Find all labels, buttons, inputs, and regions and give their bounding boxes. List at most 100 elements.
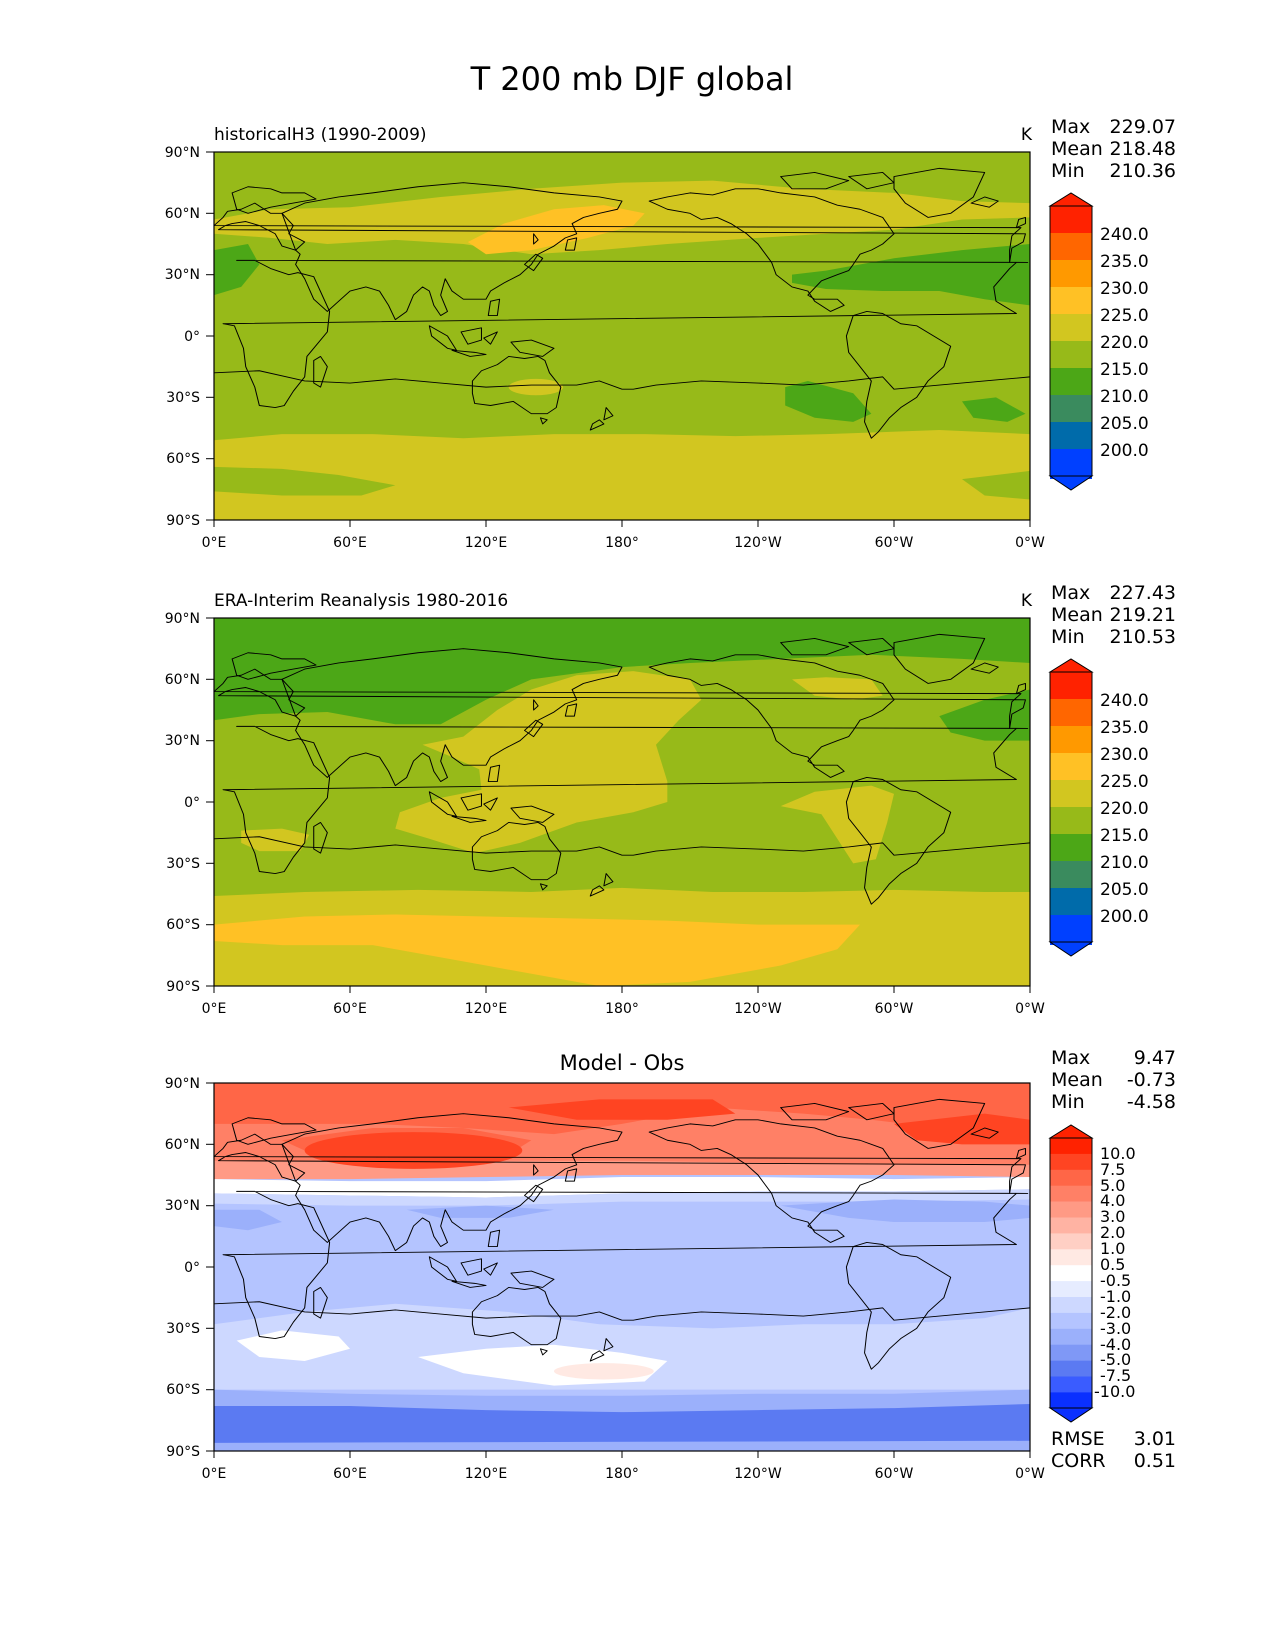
colorbar-swatch [1050,287,1092,315]
stat-value: 0.51 [1134,1450,1176,1472]
stat-value: 227.43 [1110,582,1176,604]
colorbar-label: -3.0 [1100,1319,1131,1338]
stat-value: 219.21 [1110,604,1176,626]
x-axis: 0°E 60°E 120°E 180° 120°W 60°W 0°W [202,1451,1045,1482]
figure-title: T 200 mb DJF global [470,60,794,98]
colorbar-swatch [1050,1328,1092,1345]
x-tick-label: 120°E [465,1001,508,1017]
colorbar-swatch [1050,314,1092,342]
y-tick-label: 60°S [166,451,200,467]
y-tick-label: 0° [184,795,200,811]
colorbar-label: 2.0 [1100,1223,1125,1242]
y-tick-label: 60°S [166,1382,200,1398]
panel-units: K [1021,591,1033,611]
y-tick-label: 0° [184,329,200,345]
stats-block: Max 9.47 Mean -0.73 Min -4.58 [1051,1047,1176,1113]
panel-left-title: historicalH3 (1990-2009) [214,125,427,145]
colorbar-label: -4.0 [1100,1335,1131,1354]
y-tick-label: 90°N [165,611,200,627]
colorbar-extend-top [1048,192,1094,207]
colorbar-label: 215.0 [1100,826,1149,846]
colorbar-swatch [1050,341,1092,369]
stat-label: RMSE [1051,1428,1105,1450]
colorbar-extend-bottom [1048,941,1094,957]
colorbar: 240.0 235.0 230.0 225.0 220.0 215.0 210.… [1048,192,1149,491]
colorbar-swatch [1050,260,1092,288]
colorbar-swatch [1050,1185,1092,1202]
y-tick-label: 60°S [166,917,200,933]
colorbar-swatch [1050,233,1092,261]
y-tick-label: 0° [184,1260,200,1276]
stat-label: CORR [1051,1450,1106,1472]
colorbar-label: 210.0 [1100,853,1149,873]
panel-diff: Model - Obs [165,1047,1176,1482]
y-tick-label: 30°N [165,733,200,749]
panel-ref: ERA-Interim Reanalysis 1980-2016 K 90°N … [165,582,1176,1017]
colorbar-label: 220.0 [1100,333,1149,353]
colorbar-swatch [1050,1249,1092,1266]
x-tick-label: 60°W [875,535,914,551]
y-tick-label: 60°N [165,206,200,222]
x-tick-label: 0°W [1015,1001,1045,1017]
colorbar-swatch [1050,1312,1092,1330]
colorbar-swatch [1050,1281,1092,1298]
y-tick-label: 30°N [165,1198,200,1214]
colorbar-swatch [1050,780,1092,808]
stat-value: 229.07 [1110,116,1176,138]
colorbar-swatch [1050,1376,1092,1393]
colorbar-label: 3.0 [1100,1207,1125,1226]
stat-value: -4.58 [1127,1091,1176,1113]
x-tick-label: 0°E [202,1466,227,1482]
x-tick-label: 180° [605,1001,639,1017]
y-axis: 90°N 60°N 30°N 0° 30°S 60°S 90°S [165,611,214,995]
colorbar-label: 230.0 [1100,745,1149,765]
stat-label: Min [1051,626,1085,648]
colorbar-swatch [1050,1233,1092,1250]
colorbar-label: -10.0 [1094,1382,1135,1401]
map-diff [214,1083,1030,1451]
colorbar-swatch [1050,915,1092,945]
y-tick-label: 90°N [165,1076,200,1092]
stat-label: Min [1051,1091,1085,1113]
colorbar-swatch [1050,807,1092,835]
colorbar-label: 1.0 [1100,1239,1125,1258]
colorbar-swatch [1050,1344,1092,1361]
y-tick-label: 30°S [166,1321,200,1337]
colorbar-label: -2.0 [1100,1303,1131,1322]
colorbar-swatch [1050,726,1092,754]
x-tick-label: 0°E [202,535,227,551]
y-tick-label: 30°S [166,390,200,406]
colorbar-swatch [1050,395,1092,423]
stat-label: Mean [1051,604,1103,626]
colorbar-swatch [1050,1153,1092,1171]
colorbar-label: 0.5 [1100,1255,1125,1274]
colorbar-label: 200.0 [1100,441,1149,461]
colorbar-label: 205.0 [1100,414,1149,434]
colorbar-label: 225.0 [1100,772,1149,792]
colorbar-frame [1049,671,1093,943]
x-tick-label: 120°W [734,535,782,551]
colorbar-label: 215.0 [1100,360,1149,380]
x-tick-label: 180° [605,1466,639,1482]
stat-label: Max [1051,582,1090,604]
x-tick-label: 60°W [875,1466,914,1482]
stat-label: Max [1051,116,1090,138]
panel-units: K [1021,125,1033,145]
y-tick-label: 60°N [165,672,200,688]
y-tick-label: 90°S [166,979,200,995]
y-axis: 90°N 60°N 30°N 0° 30°S 60°S 90°S [165,1076,214,1460]
x-tick-label: 0°W [1015,1466,1045,1482]
y-tick-label: 30°N [165,267,200,283]
stat-value: 3.01 [1134,1428,1176,1450]
colorbar-label: 240.0 [1100,225,1149,245]
colorbar-frame [1049,205,1093,477]
x-tick-label: 60°E [333,1001,367,1017]
colorbar-swatch [1050,1360,1092,1377]
x-tick-label: 60°E [333,1466,367,1482]
colorbar-extend-top [1048,658,1094,673]
colorbar-label: 200.0 [1100,907,1149,927]
colorbar-label: -7.5 [1100,1366,1131,1385]
y-tick-label: 30°S [166,856,200,872]
diff-stats-block: RMSE 3.01 CORR 0.51 [1051,1428,1176,1472]
